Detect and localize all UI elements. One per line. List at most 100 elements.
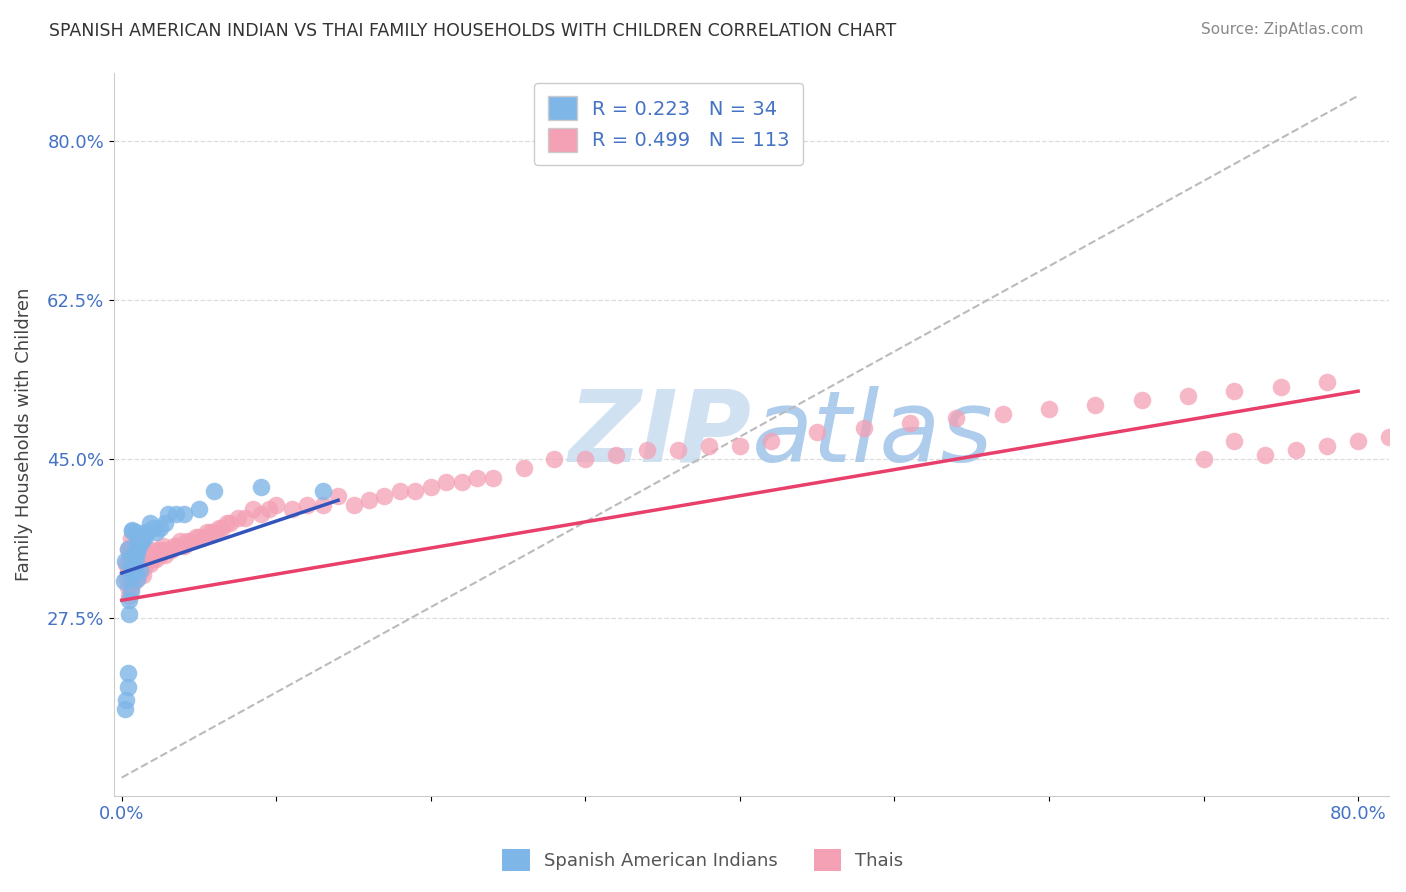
Point [118,589,141,603]
Point [128,566,150,580]
Point [114,574,136,588]
Point [311,484,333,499]
Point [898,416,921,430]
Text: atlas: atlas [752,386,993,483]
Point [1084,398,1107,412]
Point [264,498,287,512]
Point [193,530,215,544]
Point [235,511,257,525]
Point [124,525,146,540]
Point [132,561,155,575]
Point [204,484,226,499]
Point [135,525,157,540]
Point [122,557,145,571]
Point [806,425,828,439]
Point [127,534,149,549]
Point [115,558,138,572]
Point [543,452,565,467]
Point [249,480,271,494]
Point [129,534,152,549]
Point [128,539,150,553]
Point [195,525,218,540]
Point [131,534,153,549]
Point [120,580,142,594]
Point [127,570,149,584]
Legend: Spanish American Indians, Thais: Spanish American Indians, Thais [495,842,911,879]
Point [226,511,249,525]
Point [157,507,180,521]
Point [991,407,1014,421]
Point [373,489,395,503]
Point [184,530,207,544]
Point [465,470,488,484]
Point [118,593,141,607]
Point [169,534,191,549]
Point [1223,384,1246,399]
Point [121,557,143,571]
Point [121,566,143,580]
Point [173,507,195,521]
Point [128,552,150,566]
Point [122,548,145,562]
Point [124,563,146,577]
Point [434,475,457,489]
Point [120,570,142,584]
Point [120,541,142,555]
Point [114,554,136,568]
Point [388,484,411,499]
Point [200,525,222,540]
Point [242,502,264,516]
Point [146,543,169,558]
Point [124,543,146,558]
Point [1285,443,1308,458]
Point [132,567,155,582]
Point [1254,448,1277,462]
Point [127,561,149,575]
Point [636,443,658,458]
Point [666,443,689,458]
Point [118,570,141,584]
Point [357,493,380,508]
Point [121,523,143,537]
Point [127,543,149,558]
Point [120,559,142,574]
Point [117,680,139,694]
Point [211,520,233,534]
Point [1130,393,1153,408]
Point [153,516,176,530]
Point [117,580,139,594]
Point [128,564,150,578]
Point [728,439,751,453]
Point [115,570,138,584]
Point [117,542,139,557]
Point [165,507,187,521]
Point [129,566,152,580]
Point [134,530,156,544]
Point [139,552,162,566]
Point [481,470,503,484]
Point [1192,452,1215,467]
Point [122,575,145,590]
Point [1270,379,1292,393]
Point [280,502,302,516]
Point [176,534,198,549]
Point [295,498,318,512]
Text: Source: ZipAtlas.com: Source: ZipAtlas.com [1201,22,1364,37]
Point [419,480,441,494]
Point [759,434,782,449]
Point [145,552,167,566]
Point [166,539,188,553]
Point [404,484,426,499]
Point [1177,389,1199,403]
Point [138,543,160,558]
Point [128,545,150,559]
Point [120,584,142,599]
Point [1347,434,1369,449]
Point [120,531,142,545]
Point [152,539,174,553]
Point [157,543,180,558]
Point [135,557,157,571]
Point [121,557,143,571]
Point [117,666,139,681]
Point [1316,375,1339,389]
